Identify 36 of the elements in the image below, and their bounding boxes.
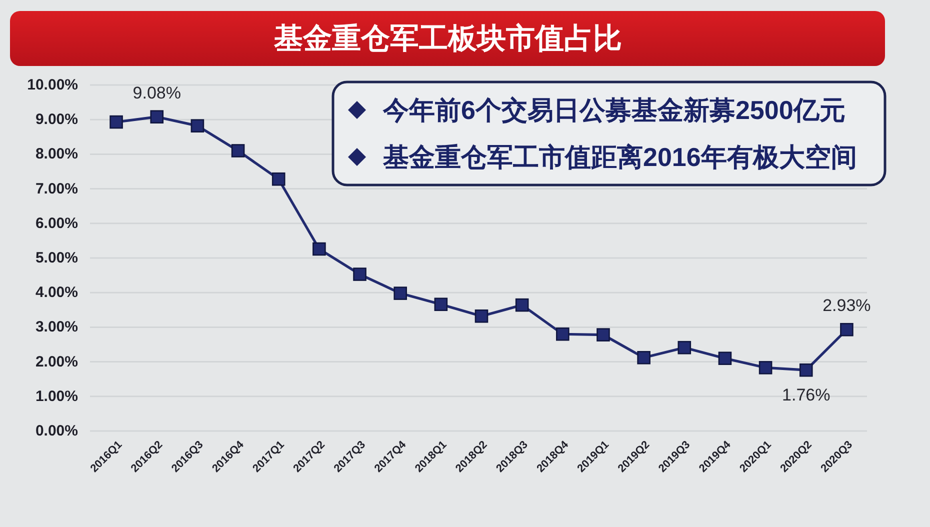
point — [718, 352, 732, 365]
y-tick-label: 10.00% — [27, 76, 78, 94]
point — [758, 361, 772, 374]
point — [840, 322, 854, 336]
point — [596, 328, 610, 342]
data-label: 2.93% — [822, 296, 871, 316]
point — [110, 115, 123, 129]
y-tick-label: 4.00% — [35, 284, 78, 302]
y-tick-label: 9.00% — [35, 111, 78, 128]
y-tick-label: 0.00% — [35, 422, 78, 440]
chart-title: 基金重仓军工板块市值占比 — [273, 22, 622, 55]
point — [394, 286, 407, 300]
point — [150, 110, 164, 124]
point — [353, 268, 366, 281]
point — [474, 309, 488, 323]
annotation: 基金重仓军工市值距离2016年有极大空间 — [382, 142, 857, 172]
y-tick-label: 7.00% — [35, 180, 78, 198]
point — [637, 351, 650, 364]
point — [272, 172, 286, 186]
data-label: 9.08% — [132, 83, 181, 102]
data-label: 1.76% — [782, 386, 830, 405]
y-tick-label: 3.00% — [35, 318, 78, 336]
annotation: 今年前6个交易日公募基金新募2500亿元 — [382, 95, 846, 125]
y-tick-label: 2.00% — [35, 353, 78, 370]
point — [434, 298, 448, 312]
point — [556, 327, 570, 341]
point — [515, 298, 529, 312]
point — [678, 340, 692, 354]
point — [190, 119, 204, 132]
y-tick-label: 8.00% — [35, 146, 78, 163]
point — [799, 363, 813, 377]
y-tick-label: 1.00% — [35, 388, 78, 405]
y-tick-label: 6.00% — [35, 214, 78, 232]
y-tick-label: 5.00% — [35, 250, 78, 266]
point — [231, 144, 245, 158]
point — [312, 242, 326, 256]
